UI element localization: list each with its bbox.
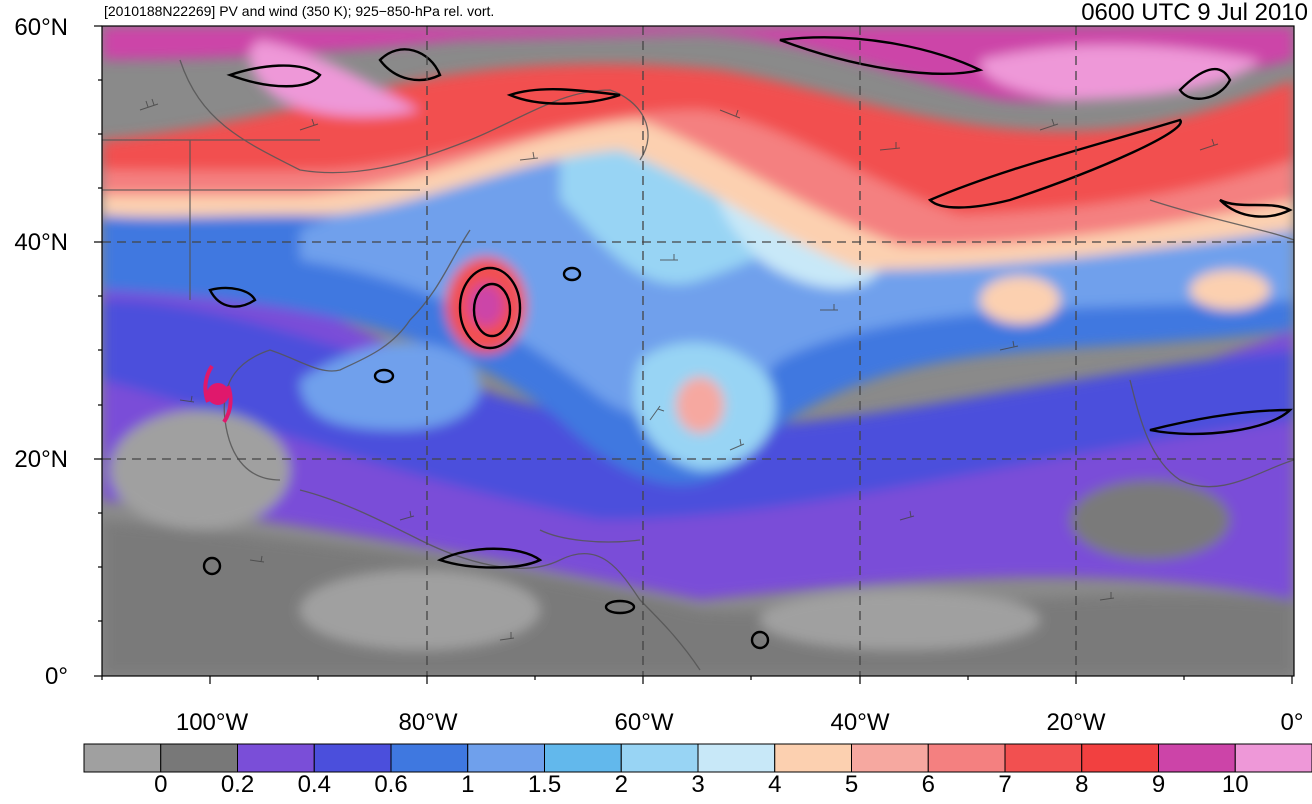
lon-label-100w: 100°W	[175, 709, 249, 736]
lat-label-40n: 40°N	[14, 229, 68, 256]
colorbar-tick-label: 1	[461, 771, 475, 798]
colorbar-box	[1081, 743, 1159, 773]
map-frame	[101, 25, 1295, 677]
colorbar-tick-label: 7	[998, 771, 1012, 798]
graticule	[102, 26, 1294, 676]
colorbar-box	[774, 743, 852, 773]
vorticity-contours	[202, 36, 1293, 650]
lon-label-40w: 40°W	[830, 709, 890, 736]
colorbar-box	[313, 743, 392, 773]
lat-label-0: 0°	[45, 663, 68, 690]
colorbar-box	[467, 743, 545, 773]
valid-time: 0600 UTC 9 Jul 2010	[1081, 0, 1308, 26]
lon-label-20w: 20°W	[1046, 709, 1106, 736]
colorbar-box	[160, 743, 238, 773]
lon-label-0: 0°	[1280, 709, 1304, 736]
colorbar-box	[620, 743, 699, 773]
colorbar-box	[237, 743, 315, 773]
colorbar-box	[1004, 743, 1083, 773]
colorbar-tick-label: 3	[691, 771, 705, 798]
map-panel	[102, 26, 1294, 676]
colorbar-tick-label: 8	[1075, 771, 1089, 798]
coastlines	[102, 59, 1294, 671]
colorbar-tick-label: 5	[844, 771, 859, 798]
colorbar-tick-label: 4	[768, 771, 782, 798]
wind-barbs	[139, 98, 1219, 641]
colorbar-box	[1158, 743, 1236, 773]
colorbar-tick-label: 2	[614, 771, 628, 798]
colorbar-box	[851, 743, 929, 773]
colorbar-box	[544, 743, 622, 773]
colorbar-tick-label: 0.4	[297, 771, 331, 798]
colorbar-tick-label: 10	[1221, 771, 1249, 798]
storm-marker	[203, 364, 233, 424]
map-title: [2010188N22269] PV and wind (350 K); 925…	[104, 3, 495, 19]
lat-label-20n: 20°N	[14, 446, 68, 473]
colorbar-tick-label: 9	[1151, 771, 1166, 798]
colorbar-tick-label: 0.2	[220, 771, 255, 798]
colorbar-box	[697, 743, 776, 773]
colorbar-tick-label: 0.6	[374, 771, 408, 798]
colorbar-tick-label: 1.5	[527, 771, 562, 798]
colorbar-tick-label: 0	[154, 771, 168, 798]
lat-label-60n: 60°N	[14, 14, 68, 41]
colorbar-box	[390, 743, 469, 773]
colorbar-box	[927, 743, 1006, 773]
lon-label-60w: 60°W	[614, 709, 674, 736]
colorbar-tick-label: 6	[921, 771, 935, 798]
lon-label-80w: 80°W	[398, 709, 458, 736]
colorbar-box	[1234, 743, 1312, 773]
colorbar-box	[83, 743, 162, 773]
axis-ticks	[94, 25, 1293, 684]
colorbar	[83, 743, 1312, 773]
